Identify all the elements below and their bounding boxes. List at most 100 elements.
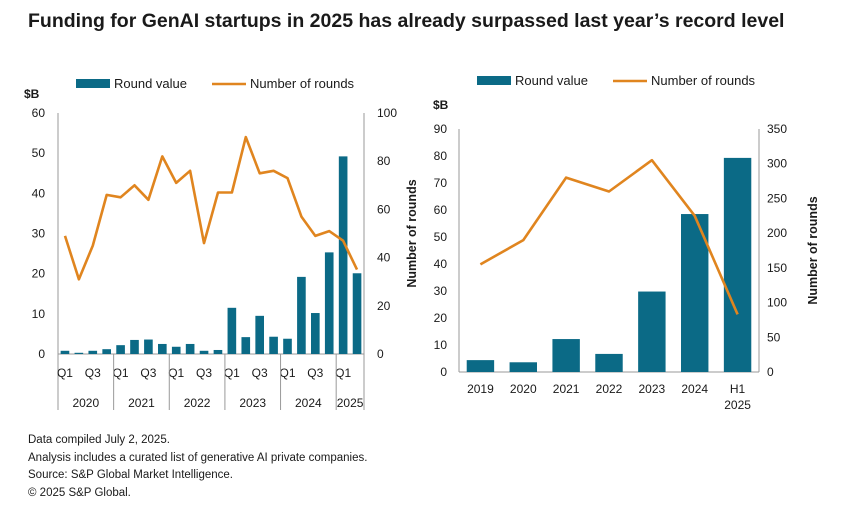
x-tick-label-year: 2019 bbox=[467, 382, 494, 396]
x-tick-label-quarter: Q1 bbox=[113, 366, 129, 380]
legend-label-round-value: Round value bbox=[515, 73, 588, 88]
y-tick-label: 70 bbox=[434, 176, 448, 190]
footnote-compiled: Data compiled July 2, 2025. bbox=[28, 434, 170, 446]
bar-round-value bbox=[102, 349, 111, 354]
bar-round-value bbox=[74, 352, 84, 354]
y-tick-label: 0 bbox=[38, 347, 45, 361]
x-tick-label-year: 2021 bbox=[128, 396, 155, 410]
y2-tick-label: 0 bbox=[767, 365, 774, 379]
bar-round-value bbox=[144, 339, 153, 354]
y-tick-label: 60 bbox=[32, 106, 46, 120]
y2-tick-label: 40 bbox=[377, 251, 391, 265]
bar-round-value bbox=[88, 350, 98, 354]
bar-round-value bbox=[269, 336, 278, 354]
y-tick-label: 40 bbox=[434, 257, 448, 271]
legend-label-number-of-rounds: Number of rounds bbox=[250, 76, 355, 91]
bar-round-value bbox=[130, 339, 139, 354]
footnote-analysis: Analysis includes a curated list of gene… bbox=[28, 451, 368, 464]
x-tick-label-year: 2024 bbox=[295, 396, 322, 410]
y-axis-label-left: $B bbox=[24, 87, 40, 101]
y-tick-label: 60 bbox=[434, 203, 448, 217]
bar-round-value bbox=[227, 307, 237, 354]
y2-tick-label: 0 bbox=[377, 347, 384, 361]
x-tick-label-year: 2023 bbox=[239, 396, 266, 410]
y-axis-label-right: $B bbox=[433, 98, 449, 112]
x-tick-label-quarter: Q1 bbox=[335, 366, 351, 380]
x-tick-label-year: 2024 bbox=[681, 382, 708, 396]
x-tick-label-quarter: Q1 bbox=[57, 366, 73, 380]
y2-axis-title: Number of rounds bbox=[806, 196, 820, 304]
x-tick-label-quarter: Q1 bbox=[224, 366, 240, 380]
legend-label-round-value: Round value bbox=[114, 76, 187, 91]
bar-round-value bbox=[595, 353, 623, 372]
y2-tick-label: 250 bbox=[767, 191, 787, 205]
y2-tick-label: 200 bbox=[767, 226, 787, 240]
bar-round-value bbox=[283, 338, 292, 354]
y-tick-label: 30 bbox=[434, 284, 448, 298]
bar-round-value bbox=[466, 360, 495, 372]
x-tick-label-quarter: Q3 bbox=[252, 366, 268, 380]
x-tick-label-year: 2025 bbox=[724, 398, 751, 412]
bar-round-value bbox=[213, 349, 223, 354]
y-tick-label: 50 bbox=[434, 230, 448, 244]
footnotes: Data compiled July 2, 2025. Analysis inc… bbox=[28, 432, 367, 502]
x-tick-label-year: 2020 bbox=[72, 396, 99, 410]
y-tick-label: 20 bbox=[434, 311, 448, 325]
y2-axis-title: Number of rounds bbox=[405, 179, 419, 287]
bar-round-value bbox=[338, 156, 348, 354]
bar-round-value bbox=[681, 214, 709, 372]
y-tick-label: 90 bbox=[434, 122, 448, 136]
y2-tick-label: 150 bbox=[767, 261, 787, 275]
bar-round-value bbox=[255, 315, 264, 354]
y2-tick-label: 80 bbox=[377, 154, 391, 168]
y-tick-label: 20 bbox=[32, 267, 46, 281]
bar-round-value bbox=[552, 339, 580, 372]
bar-round-value bbox=[241, 337, 251, 354]
bar-round-value bbox=[185, 343, 195, 354]
y2-tick-label: 20 bbox=[377, 299, 391, 313]
left-chart-quarterly: Round value Number of rounds $B 0 10 20 30 40 50… bbox=[24, 76, 419, 410]
legend-swatch-round-value bbox=[76, 79, 110, 88]
x-tick-label-quarter: Q3 bbox=[85, 366, 101, 380]
x-tick-label-quarter: Q3 bbox=[196, 366, 212, 380]
y-tick-label: 30 bbox=[32, 227, 46, 241]
x-tick-label-quarter: Q3 bbox=[140, 366, 156, 380]
y-tick-label: 0 bbox=[440, 365, 447, 379]
legend-label-number-of-rounds: Number of rounds bbox=[651, 73, 756, 88]
x-tick-label-year: H1 bbox=[730, 382, 746, 396]
bar-round-value bbox=[158, 343, 167, 354]
legend-swatch-round-value bbox=[477, 76, 511, 85]
x-tick-label-year: 2020 bbox=[510, 382, 537, 396]
y-tick-label: 80 bbox=[434, 149, 448, 163]
bar-round-value bbox=[638, 291, 666, 372]
y2-tick-label: 300 bbox=[767, 157, 787, 171]
y-tick-label: 40 bbox=[32, 186, 46, 200]
chart-title: Funding for GenAI startups in 2025 has a… bbox=[28, 10, 785, 32]
y2-tick-label: 100 bbox=[767, 296, 787, 310]
y2-tick-label: 60 bbox=[377, 202, 391, 216]
bar-round-value bbox=[199, 350, 209, 354]
x-tick-label-year: 2025 bbox=[337, 396, 364, 410]
right-chart-annual: Round value Number of rounds $B 0 10 20 30 40 50… bbox=[433, 73, 820, 412]
bar-round-value bbox=[509, 362, 537, 372]
x-tick-label-quarter: Q1 bbox=[168, 366, 184, 380]
footnote-source: Source: S&P Global Market Intelligence. bbox=[28, 469, 233, 481]
y2-tick-label: 100 bbox=[377, 106, 397, 120]
bar-round-value bbox=[723, 157, 752, 372]
x-tick-label-year: 2022 bbox=[596, 382, 623, 396]
y2-tick-label: 350 bbox=[767, 122, 787, 136]
y-tick-label: 50 bbox=[32, 146, 46, 160]
x-tick-label-year: 2023 bbox=[639, 382, 666, 396]
x-tick-label-quarter: Q3 bbox=[307, 366, 323, 380]
bar-round-value bbox=[171, 346, 181, 354]
line-number-of-rounds bbox=[63, 135, 359, 281]
y2-tick-label: 50 bbox=[767, 330, 781, 344]
y-tick-label: 10 bbox=[32, 307, 46, 321]
bar-round-value bbox=[311, 313, 320, 354]
bar-round-value bbox=[352, 273, 362, 354]
bar-round-value bbox=[60, 350, 70, 354]
bar-round-value bbox=[116, 345, 125, 354]
y-tick-label: 10 bbox=[434, 338, 448, 352]
footnote-copyright: © 2025 S&P Global. bbox=[28, 486, 131, 499]
